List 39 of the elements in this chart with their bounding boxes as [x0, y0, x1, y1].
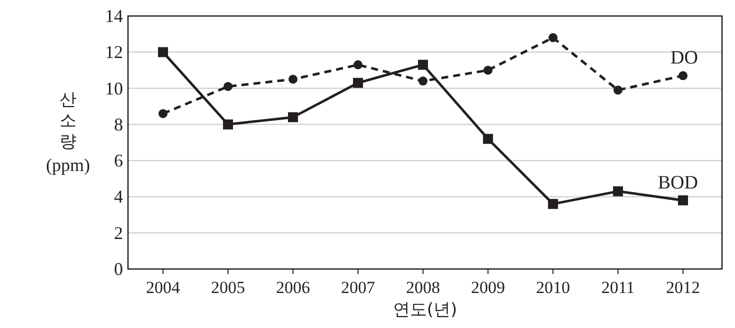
series-label: DO [670, 48, 698, 69]
x-axis-title: 연도(년) [392, 300, 458, 320]
point [288, 74, 298, 84]
y-tick-label: 14 [105, 6, 123, 26]
x-tick-label: 2011 [601, 278, 635, 297]
point [158, 109, 168, 118]
point [418, 60, 428, 70]
y-tick-label: 4 [114, 186, 123, 207]
y-tick-label: 6 [114, 150, 123, 171]
point [484, 66, 492, 75]
point [678, 195, 688, 206]
x-tick-label: 2004 [146, 278, 180, 297]
point [354, 60, 362, 70]
x-tick-label: 2009 [471, 278, 505, 297]
point [613, 186, 623, 196]
point [483, 134, 493, 144]
series-label: BOD [658, 172, 698, 194]
y-tick-label: 8 [114, 114, 123, 134]
point [678, 71, 688, 80]
y-tick-label: 12 [105, 42, 123, 62]
point [224, 82, 232, 91]
point [548, 198, 558, 209]
point [288, 112, 298, 122]
point [548, 33, 558, 42]
y-tick-label: 2 [114, 222, 123, 243]
y-tick-label: 10 [105, 78, 123, 98]
point [158, 47, 168, 58]
x-tick-label: 2006 [276, 278, 310, 297]
x-tick-label: 2012 [666, 278, 700, 297]
point [353, 78, 363, 88]
point [418, 76, 428, 86]
x-tick-label: 2008 [406, 278, 440, 297]
y-tick-label: 0 [114, 259, 123, 279]
x-tick-label: 2007 [341, 278, 376, 297]
x-tick-label: 2005 [211, 278, 245, 297]
y-axis-title: 산소량(ppm) [46, 90, 90, 175]
point [614, 86, 622, 95]
point [223, 119, 233, 130]
x-tick-label: 2010 [536, 278, 570, 297]
